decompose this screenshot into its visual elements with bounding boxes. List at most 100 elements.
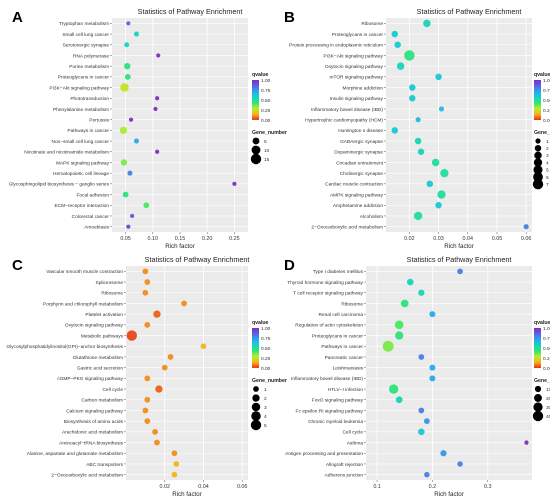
- qvalue-tick-label: 0.75: [261, 88, 271, 94]
- data-point: [418, 289, 425, 296]
- qvalue-legend-title: qvalue: [534, 320, 550, 326]
- x-tick-label: 0.20: [202, 236, 213, 242]
- y-tick-label: MAPK signaling pathway: [56, 160, 110, 166]
- y-tick-label: Colorectal cancer: [72, 214, 110, 220]
- x-axis-title: Rich factor: [444, 243, 474, 250]
- size-legend-dot: [533, 165, 543, 175]
- data-point: [153, 310, 161, 318]
- x-tick-label: 0.2: [429, 484, 437, 490]
- qvalue-tick-label: 1.00: [543, 326, 550, 332]
- data-point: [431, 158, 440, 167]
- data-point: [232, 181, 237, 186]
- size-legend-label: 40: [546, 414, 550, 420]
- size-legend-title: Gene_number: [252, 378, 287, 384]
- data-point: [155, 385, 163, 393]
- y-tick-label: Thyroid hormone signaling pathway: [287, 280, 363, 286]
- data-point: [440, 450, 447, 457]
- data-point: [144, 418, 151, 425]
- data-point: [161, 364, 168, 371]
- size-legend-label: 3: [264, 405, 267, 411]
- data-point: [523, 224, 529, 230]
- data-point: [406, 278, 414, 286]
- x-tick-label: 0.03: [433, 236, 444, 242]
- size-legend-label: 4: [264, 414, 267, 420]
- y-tick-label: Pathways in cancer: [67, 128, 109, 134]
- y-tick-label: FoxO signaling pathway: [312, 398, 364, 404]
- data-point: [435, 202, 442, 209]
- data-point: [153, 106, 158, 112]
- qvalue-tick-label: 0.00: [543, 366, 550, 372]
- data-point: [152, 428, 158, 435]
- size-legend-dot: [253, 386, 259, 392]
- data-point: [415, 117, 421, 123]
- y-tick-label: T cell receptor signaling pathway: [293, 291, 363, 297]
- qvalue-tick-label: 0.50: [261, 346, 271, 352]
- data-point: [120, 83, 129, 92]
- data-point: [396, 62, 405, 70]
- data-point: [120, 159, 128, 166]
- data-point: [389, 384, 399, 394]
- data-point: [144, 375, 151, 382]
- y-tick-label: Alcoholism: [360, 214, 383, 220]
- qvalue-tick-label: 0.25: [261, 108, 271, 114]
- y-tick-label: Nicotinate and nicotinamide metabolism: [24, 150, 109, 156]
- data-point: [181, 300, 187, 307]
- y-tick-label: Carbon metabolism: [81, 398, 123, 404]
- size-legend-dot: [251, 402, 261, 412]
- data-point: [394, 320, 404, 330]
- qvalue-tick-label: 0.00: [261, 118, 271, 124]
- y-tick-label: HTLV−I infection: [328, 387, 364, 393]
- data-point: [437, 190, 446, 199]
- x-tick-label: 0.15: [175, 236, 186, 242]
- data-point: [524, 440, 529, 445]
- y-tick-label: Proteoglycans in cancer: [58, 75, 110, 81]
- y-tick-label: Proteoglycans in cancer: [312, 333, 364, 339]
- size-legend-label: 4: [546, 160, 549, 166]
- size-legend-label: 5: [546, 168, 549, 174]
- y-tick-label: Pertussis: [89, 117, 109, 123]
- chart-title: Statistics of Pathway Enrichment: [145, 255, 250, 264]
- panel-label: A: [12, 9, 23, 26]
- y-tick-label: cGMP−PKG signaling pathway: [57, 376, 123, 382]
- data-point: [429, 311, 436, 318]
- y-tick-label: PI3K−Akt signaling pathway: [323, 53, 383, 59]
- qvalue-tick-label: 0.00: [543, 118, 550, 124]
- y-tick-label: PI3K−Akt signaling pathway: [49, 85, 109, 91]
- y-tick-label: Type I diabetes mellitus: [313, 269, 364, 275]
- size-legend-label: 6: [546, 175, 549, 181]
- qvalue-tick-label: 0.75: [261, 336, 271, 342]
- data-point: [424, 471, 430, 478]
- data-point: [394, 41, 401, 48]
- y-tick-label: Hematopoietic cell lineage: [53, 171, 109, 177]
- y-tick-label: Spliceosome: [96, 280, 124, 286]
- y-tick-label: Glycosphingolipid biosynthesis − ganglio…: [9, 182, 110, 188]
- y-tick-label: Cardiac muscle contraction: [325, 182, 383, 188]
- y-tick-label: Metabolic pathways: [81, 333, 124, 339]
- size-legend-title: Gene_number: [534, 378, 550, 384]
- qvalue-tick-label: 1.00: [261, 78, 271, 84]
- size-legend-title: Gene_number: [252, 130, 287, 136]
- chart-title: Statistics of Pathway Enrichment: [407, 255, 512, 264]
- data-point: [154, 439, 160, 446]
- plot-background: [126, 266, 248, 480]
- size-legend-label: 7: [546, 182, 549, 188]
- x-tick-label: 0.1: [373, 484, 381, 490]
- data-point: [173, 461, 180, 467]
- data-point: [395, 396, 403, 404]
- x-tick-label: 0.04: [463, 236, 474, 242]
- y-tick-label: Aminoacyl−tRNA biosynthesis: [59, 440, 123, 446]
- y-tick-label: RNA polymerase: [73, 53, 109, 59]
- y-tick-label: Amphetamine addiction: [333, 203, 383, 209]
- data-point: [395, 331, 404, 340]
- qvalue-tick-label: 0.50: [543, 346, 550, 352]
- data-point: [423, 418, 430, 425]
- data-point: [435, 73, 442, 81]
- data-point: [457, 268, 463, 275]
- x-tick-label: 0.04: [198, 484, 209, 490]
- data-point: [142, 289, 149, 296]
- y-tick-label: Fc epsilon RI signaling pathway: [296, 408, 364, 414]
- size-legend-dot: [250, 419, 262, 431]
- size-legend-label: 15: [264, 157, 270, 163]
- size-legend-dot: [535, 138, 541, 144]
- data-point: [126, 21, 131, 26]
